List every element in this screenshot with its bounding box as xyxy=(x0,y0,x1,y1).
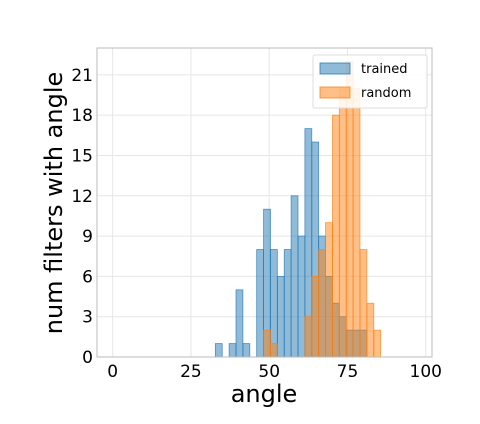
bar-random-21 xyxy=(359,249,368,358)
x-tick-label-4: 100 xyxy=(410,362,442,382)
y-tick-label-6: 18 xyxy=(71,106,93,126)
bar-trained-11 xyxy=(290,195,299,358)
bar-random-13 xyxy=(304,316,313,358)
bar-random-7 xyxy=(263,329,271,358)
bar-trained-6 xyxy=(256,249,264,358)
x-axis-label: angle xyxy=(231,380,298,408)
plot-frame xyxy=(96,47,433,358)
legend-swatch-random xyxy=(319,86,351,99)
y-axis-ticks: 0 3 6 9 12 15 18 21 xyxy=(71,66,93,368)
bar-trained-8 xyxy=(270,249,278,358)
bar-random-18 xyxy=(338,87,347,358)
grid xyxy=(97,48,432,358)
x-axis-ticks: 0 25 50 75 100 xyxy=(107,362,442,382)
legend-label-random: random xyxy=(361,86,411,101)
series-random-bars xyxy=(263,61,382,358)
y-tick-label-0: 0 xyxy=(82,348,93,368)
bar-random-8 xyxy=(270,343,278,358)
bar-random-20 xyxy=(352,87,361,358)
bar-random-23 xyxy=(373,329,382,358)
y-tick-label-7: 21 xyxy=(71,66,93,86)
bar-trained-2 xyxy=(228,343,237,358)
x-tick-label-3: 75 xyxy=(337,362,359,382)
legend: trained random xyxy=(312,54,428,109)
bar-trained-12 xyxy=(297,235,306,358)
bar-random-17 xyxy=(332,114,340,358)
y-tick-label-2: 6 xyxy=(82,267,93,287)
y-axis-label: num filters with angle xyxy=(40,72,68,335)
bar-random-22 xyxy=(366,302,375,358)
y-tick-label-5: 15 xyxy=(71,146,93,166)
legend-swatch-trained xyxy=(319,62,351,75)
bar-trained-9 xyxy=(276,275,285,358)
x-tick-label-0: 0 xyxy=(107,362,118,382)
y-tick-label-4: 12 xyxy=(71,187,93,207)
bar-random-16 xyxy=(325,222,333,358)
bar-trained-4 xyxy=(242,343,251,358)
y-tick-label-3: 9 xyxy=(82,227,93,247)
bar-trained-0 xyxy=(214,343,223,358)
bar-random-14 xyxy=(311,275,320,358)
legend-label-trained: trained xyxy=(361,62,408,77)
bar-trained-3 xyxy=(235,289,244,358)
x-tick-label-2: 50 xyxy=(258,362,280,382)
bar-trained-10 xyxy=(283,249,292,358)
bar-random-15 xyxy=(318,249,326,358)
y-tick-label-1: 3 xyxy=(82,308,93,328)
x-tick-label-1: 25 xyxy=(180,362,202,382)
